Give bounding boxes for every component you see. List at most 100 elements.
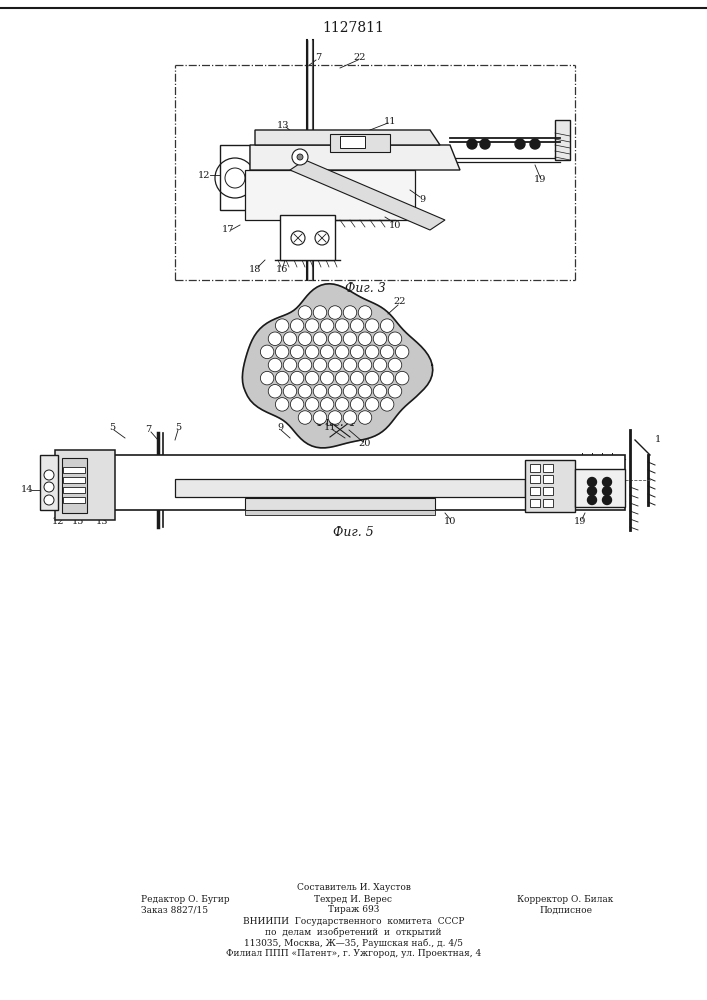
Text: 11: 11	[324, 424, 337, 432]
Circle shape	[344, 384, 357, 398]
Bar	[280, 215, 335, 260]
Circle shape	[315, 231, 329, 245]
Circle shape	[268, 332, 282, 346]
Bar	[543, 499, 553, 507]
Circle shape	[275, 398, 289, 411]
Circle shape	[344, 358, 357, 372]
Circle shape	[275, 319, 289, 332]
Text: 15: 15	[72, 518, 84, 526]
Circle shape	[260, 345, 274, 359]
Text: Редактор О. Бугир: Редактор О. Бугир	[141, 894, 230, 904]
Circle shape	[530, 139, 540, 149]
Text: 7: 7	[145, 426, 151, 434]
Bar	[80, 455, 625, 510]
Circle shape	[328, 358, 341, 372]
Circle shape	[297, 154, 303, 160]
Bar	[40, 455, 58, 510]
Circle shape	[351, 319, 364, 332]
Circle shape	[344, 306, 357, 319]
Text: Корректор О. Билак: Корректор О. Билак	[518, 894, 614, 904]
Bar	[340, 136, 365, 148]
Text: Фиг. 3: Фиг. 3	[344, 282, 385, 294]
Bar	[63, 497, 85, 503]
Circle shape	[298, 332, 312, 346]
Text: 5: 5	[109, 424, 115, 432]
Circle shape	[373, 358, 387, 372]
Text: 113035, Москва, Ж—35, Раушская наб., д. 4/5: 113035, Москва, Ж—35, Раушская наб., д. …	[244, 938, 463, 948]
Text: 19: 19	[534, 176, 547, 184]
Bar	[530, 464, 540, 472]
Circle shape	[335, 345, 349, 359]
Circle shape	[351, 371, 364, 385]
Text: 18: 18	[249, 265, 261, 274]
Circle shape	[366, 398, 379, 411]
Circle shape	[358, 332, 372, 346]
Bar	[63, 467, 85, 473]
Text: Составитель И. Хаустов: Составитель И. Хаустов	[296, 884, 411, 892]
Text: 13: 13	[95, 518, 108, 526]
Circle shape	[373, 384, 387, 398]
Circle shape	[320, 319, 334, 332]
Text: 14: 14	[21, 486, 33, 494]
Text: 1127811: 1127811	[322, 21, 384, 35]
Circle shape	[602, 487, 612, 495]
Text: 11: 11	[384, 116, 396, 125]
Circle shape	[291, 231, 305, 245]
Text: 13: 13	[276, 120, 289, 129]
Text: 22: 22	[394, 298, 407, 306]
Bar	[330, 134, 390, 152]
Bar	[220, 145, 250, 210]
Bar	[55, 450, 115, 520]
Text: 9: 9	[277, 424, 283, 432]
Text: 1: 1	[655, 436, 661, 444]
Circle shape	[291, 398, 304, 411]
Circle shape	[298, 411, 312, 424]
Bar	[245, 510, 435, 515]
Text: 22: 22	[354, 53, 366, 62]
Bar	[530, 499, 540, 507]
Circle shape	[305, 371, 319, 385]
Circle shape	[313, 306, 327, 319]
Circle shape	[298, 358, 312, 372]
Circle shape	[291, 345, 304, 359]
Circle shape	[328, 411, 341, 424]
Circle shape	[335, 398, 349, 411]
Bar	[543, 487, 553, 495]
Polygon shape	[290, 160, 445, 230]
Circle shape	[298, 306, 312, 319]
Circle shape	[388, 384, 402, 398]
Text: 12: 12	[52, 518, 64, 526]
Text: по  делам  изобретений  и  открытий: по делам изобретений и открытий	[265, 927, 442, 937]
Circle shape	[480, 139, 490, 149]
Circle shape	[298, 384, 312, 398]
Circle shape	[305, 398, 319, 411]
Circle shape	[358, 411, 372, 424]
Circle shape	[313, 411, 327, 424]
Bar	[63, 487, 85, 493]
Circle shape	[320, 345, 334, 359]
Circle shape	[467, 139, 477, 149]
Circle shape	[395, 371, 409, 385]
Circle shape	[344, 332, 357, 346]
Circle shape	[380, 319, 394, 332]
Circle shape	[305, 319, 319, 332]
Circle shape	[291, 319, 304, 332]
Circle shape	[291, 371, 304, 385]
Circle shape	[588, 487, 597, 495]
Text: 5: 5	[175, 424, 181, 432]
Bar	[543, 475, 553, 483]
Bar	[543, 464, 553, 472]
Bar	[175, 479, 525, 497]
Circle shape	[225, 168, 245, 188]
Circle shape	[388, 332, 402, 346]
Circle shape	[284, 332, 297, 346]
Text: Подписное: Подписное	[539, 906, 592, 914]
Circle shape	[602, 478, 612, 487]
Circle shape	[380, 371, 394, 385]
Text: 9: 9	[419, 196, 425, 205]
Circle shape	[515, 139, 525, 149]
Circle shape	[44, 495, 54, 505]
Circle shape	[320, 398, 334, 411]
Circle shape	[388, 358, 402, 372]
Circle shape	[320, 371, 334, 385]
